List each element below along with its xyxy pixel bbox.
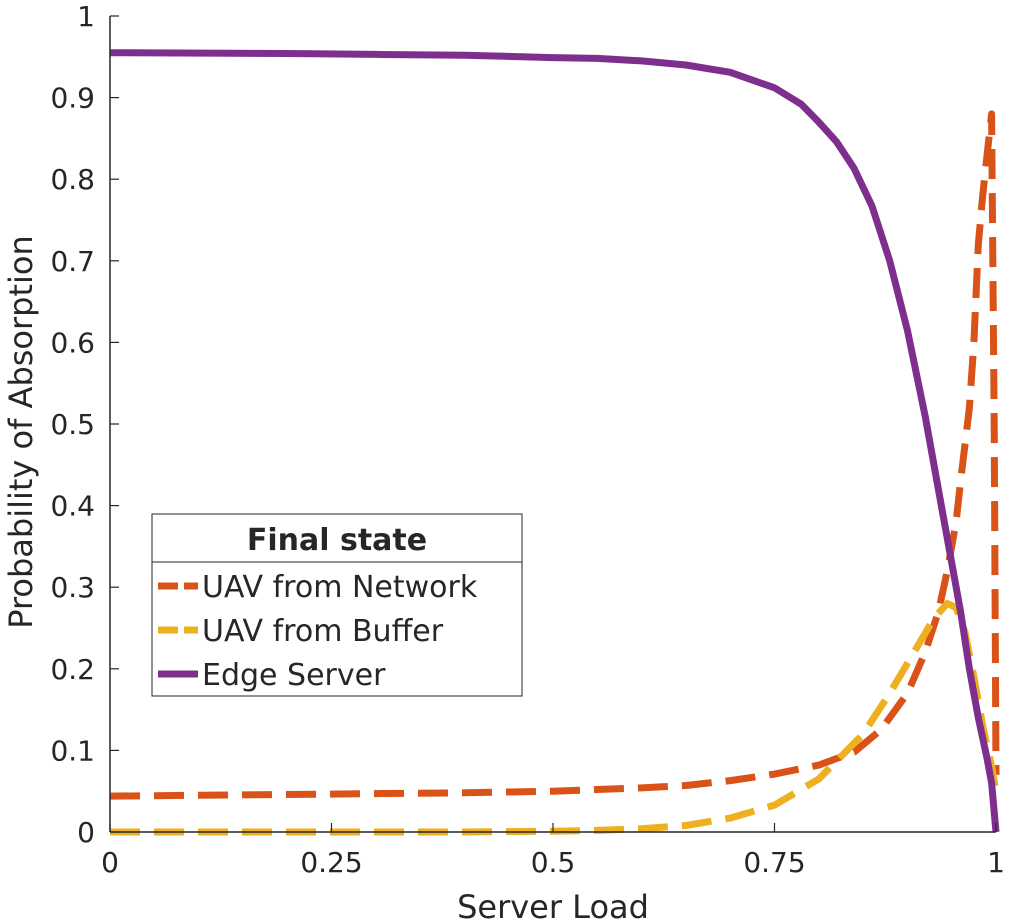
- series-line-edge-server: [109, 49, 1000, 833]
- y-tick-label: 0.5: [50, 408, 95, 441]
- legend: Final state UAV from Network UAV from Buf…: [151, 513, 523, 697]
- x-tick-label: 0.25: [300, 846, 362, 879]
- x-tick-label: 0.75: [743, 846, 805, 879]
- axes-layer: [109, 16, 996, 833]
- legend-label-edge-server: Edge Server: [202, 658, 386, 693]
- y-tick-label: 1: [77, 0, 95, 33]
- y-tick-label: 0: [77, 816, 95, 849]
- x-tick-label: 0.5: [531, 846, 576, 879]
- y-tick-label: 0.8: [50, 163, 95, 196]
- y-tick-label: 0.9: [50, 82, 95, 115]
- legend-entries: UAV from Network UAV from Buffer Edge Serv…: [158, 570, 478, 693]
- legend-label-uav-from-buffer: UAV from Buffer: [202, 614, 444, 649]
- x-tick-label: 0: [101, 846, 119, 879]
- y-axis-label: Probability of Absorption: [2, 235, 40, 629]
- series-layer: [109, 49, 1000, 836]
- series-line-uav-from-buffer: [110, 600, 1000, 836]
- legend-title: Final state: [247, 523, 427, 558]
- x-axis-label: Server Load: [457, 888, 649, 924]
- y-tick-label: 0.6: [50, 326, 95, 359]
- y-tick-label: 0.4: [50, 490, 95, 523]
- y-tick-label: 0.3: [50, 571, 95, 604]
- legend-label-uav-from-network: UAV from Network: [202, 570, 478, 605]
- y-tick-label: 0.7: [50, 245, 95, 278]
- y-tick-label: 0.2: [50, 653, 95, 686]
- y-tick-label: 0.1: [50, 734, 95, 767]
- ticks-layer: 0 0.25 0.5 0.75 1 0 0.1 0.2 0.3 0.4 0.5 0.6 0.7 0.8 0.…: [50, 0, 1004, 879]
- x-tick-label: 1: [987, 846, 1005, 879]
- legend-box: [151, 513, 523, 697]
